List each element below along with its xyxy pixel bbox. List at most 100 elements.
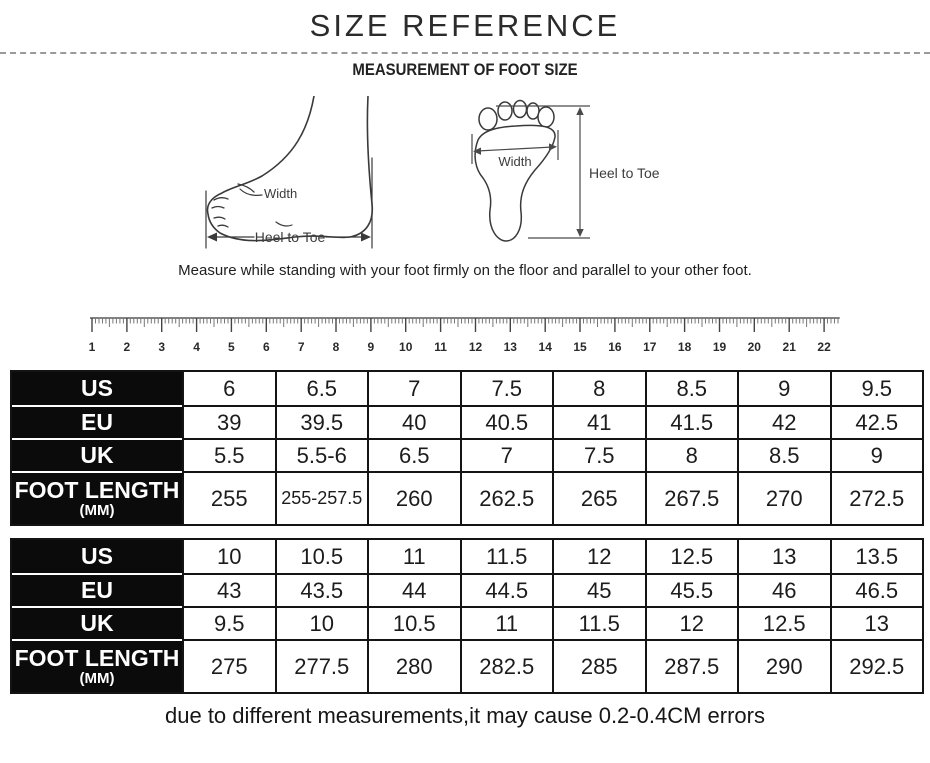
size-cell: 12.5 bbox=[644, 540, 737, 573]
size-cell: 43.5 bbox=[274, 573, 367, 606]
size-cell: 13.5 bbox=[829, 540, 922, 573]
size-cell: 10 bbox=[182, 540, 275, 573]
size-cell: 41 bbox=[552, 405, 645, 438]
ruler-number: 1 bbox=[89, 340, 96, 354]
ruler-number: 13 bbox=[504, 340, 518, 354]
size-cell: 42 bbox=[737, 405, 830, 438]
size-cell: 13 bbox=[829, 606, 922, 639]
row-header-foot-length: FOOT LENGTH (MM) bbox=[12, 471, 182, 524]
length-arrowhead-top bbox=[576, 107, 584, 115]
dashed-divider bbox=[0, 52, 930, 54]
ruler-number: 20 bbox=[748, 340, 762, 354]
size-cell: 44 bbox=[367, 573, 460, 606]
measure-instruction: Measure while standing with your foot fi… bbox=[178, 262, 752, 279]
size-cell: 272.5 bbox=[829, 471, 922, 524]
size-cell: 8 bbox=[644, 438, 737, 471]
size-cell: 11.5 bbox=[459, 540, 552, 573]
row-header-uk: UK bbox=[12, 438, 182, 471]
row-header-us: US bbox=[12, 372, 182, 405]
width-arrowhead-right bbox=[549, 143, 557, 151]
length-arrowhead-left bbox=[207, 232, 217, 242]
row-header-label: UK bbox=[80, 610, 114, 637]
size-cell: 9.5 bbox=[182, 606, 275, 639]
size-cell: 11 bbox=[459, 606, 552, 639]
size-cell: 255 bbox=[182, 471, 275, 524]
size-cell: 9 bbox=[737, 372, 830, 405]
toe-detail-lines bbox=[211, 183, 255, 228]
size-cell: 267.5 bbox=[644, 471, 737, 524]
ruler-number: 16 bbox=[608, 340, 622, 354]
size-cell: 260 bbox=[367, 471, 460, 524]
ruler-number: 14 bbox=[539, 340, 553, 354]
ruler-number: 22 bbox=[817, 340, 831, 354]
size-cell: 287.5 bbox=[644, 639, 737, 692]
size-cell: 9.5 bbox=[829, 372, 922, 405]
size-cell: 46 bbox=[737, 573, 830, 606]
size-cell: 270 bbox=[737, 471, 830, 524]
ruler-number: 5 bbox=[228, 340, 235, 354]
size-cell: 7.5 bbox=[459, 372, 552, 405]
width-arrowhead-left bbox=[473, 147, 481, 155]
row-header-label: US bbox=[81, 375, 113, 402]
big-toe bbox=[478, 107, 498, 131]
size-cell: 262.5 bbox=[459, 471, 552, 524]
foot-side-view-diagram: Width Heel to Toe bbox=[205, 96, 374, 249]
ruler-number: 9 bbox=[368, 340, 375, 354]
size-cell: 7.5 bbox=[552, 438, 645, 471]
size-cell: 8.5 bbox=[737, 438, 830, 471]
side-width-label: Width bbox=[264, 186, 297, 201]
top-length-label: Heel to Toe bbox=[589, 165, 660, 181]
row-header-sublabel: (MM) bbox=[79, 502, 115, 520]
row-header-label: UK bbox=[80, 442, 114, 469]
footprint-top-view-diagram: Width Heel to Toe bbox=[471, 99, 660, 242]
size-cell: 9 bbox=[829, 438, 922, 471]
ruler-number: 12 bbox=[469, 340, 483, 354]
ruler-number: 11 bbox=[434, 340, 447, 354]
ruler-number: 2 bbox=[124, 340, 131, 354]
page-title: SIZE REFERENCE bbox=[309, 8, 621, 43]
size-cell: 7 bbox=[367, 372, 460, 405]
size-cell: 8.5 bbox=[644, 372, 737, 405]
size-cell: 8 bbox=[552, 372, 645, 405]
size-cell: 12.5 bbox=[737, 606, 830, 639]
ruler-number: 8 bbox=[333, 340, 340, 354]
size-cell: 290 bbox=[737, 639, 830, 692]
error-note: due to different measurements,it may cau… bbox=[165, 703, 765, 728]
size-cell: 5.5 bbox=[182, 438, 275, 471]
size-cell: 40.5 bbox=[459, 405, 552, 438]
size-cell: 11 bbox=[367, 540, 460, 573]
ruler: 1 2 3 4 5 6 7 8 9 10 11 12 13 14 15 16 17 18 19 20 21 22 bbox=[89, 317, 840, 354]
row-header-uk: UK bbox=[12, 606, 182, 639]
size-cell: 42.5 bbox=[829, 405, 922, 438]
side-length-label: Heel to Toe bbox=[255, 229, 326, 245]
size-cell: 265 bbox=[552, 471, 645, 524]
row-header-label: US bbox=[81, 543, 113, 570]
ruler-number: 17 bbox=[643, 340, 657, 354]
row-header-sublabel: (MM) bbox=[79, 670, 115, 688]
size-cell: 11.5 bbox=[552, 606, 645, 639]
size-cell: 45 bbox=[552, 573, 645, 606]
size-table-small: US 6 6.5 7 7.5 8 8.5 9 9.5 EU 39 39.5 40 40.5 41 41.5 42… bbox=[10, 370, 924, 526]
size-cell: 12 bbox=[644, 606, 737, 639]
size-cell: 46.5 bbox=[829, 573, 922, 606]
size-cell: 285 bbox=[552, 639, 645, 692]
ruler-number: 21 bbox=[783, 340, 797, 354]
ruler-number: 18 bbox=[678, 340, 692, 354]
size-cell: 40 bbox=[367, 405, 460, 438]
toe-2 bbox=[497, 101, 513, 121]
size-cell: 280 bbox=[367, 639, 460, 692]
size-cell: 255-257.5 bbox=[274, 471, 367, 524]
length-arrowhead-bottom bbox=[576, 229, 584, 237]
size-cell: 6 bbox=[182, 372, 275, 405]
size-cell: 43 bbox=[182, 573, 275, 606]
ruler-number: 6 bbox=[263, 340, 270, 354]
size-cell: 6.5 bbox=[367, 438, 460, 471]
size-cell: 7 bbox=[459, 438, 552, 471]
length-arrowhead-right bbox=[361, 232, 371, 242]
size-cell: 13 bbox=[737, 540, 830, 573]
size-cell: 39.5 bbox=[274, 405, 367, 438]
size-table-large: US 10 10.5 11 11.5 12 12.5 13 13.5 EU 43 43.5 44 44.5… bbox=[10, 538, 924, 694]
ruler-number: 3 bbox=[158, 340, 165, 354]
width-leader-line bbox=[239, 188, 293, 227]
row-header-label: EU bbox=[81, 409, 113, 436]
